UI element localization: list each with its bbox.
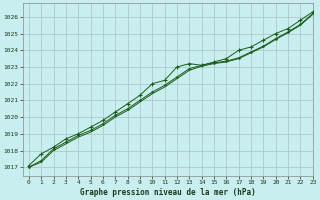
X-axis label: Graphe pression niveau de la mer (hPa): Graphe pression niveau de la mer (hPa) [80,188,256,197]
